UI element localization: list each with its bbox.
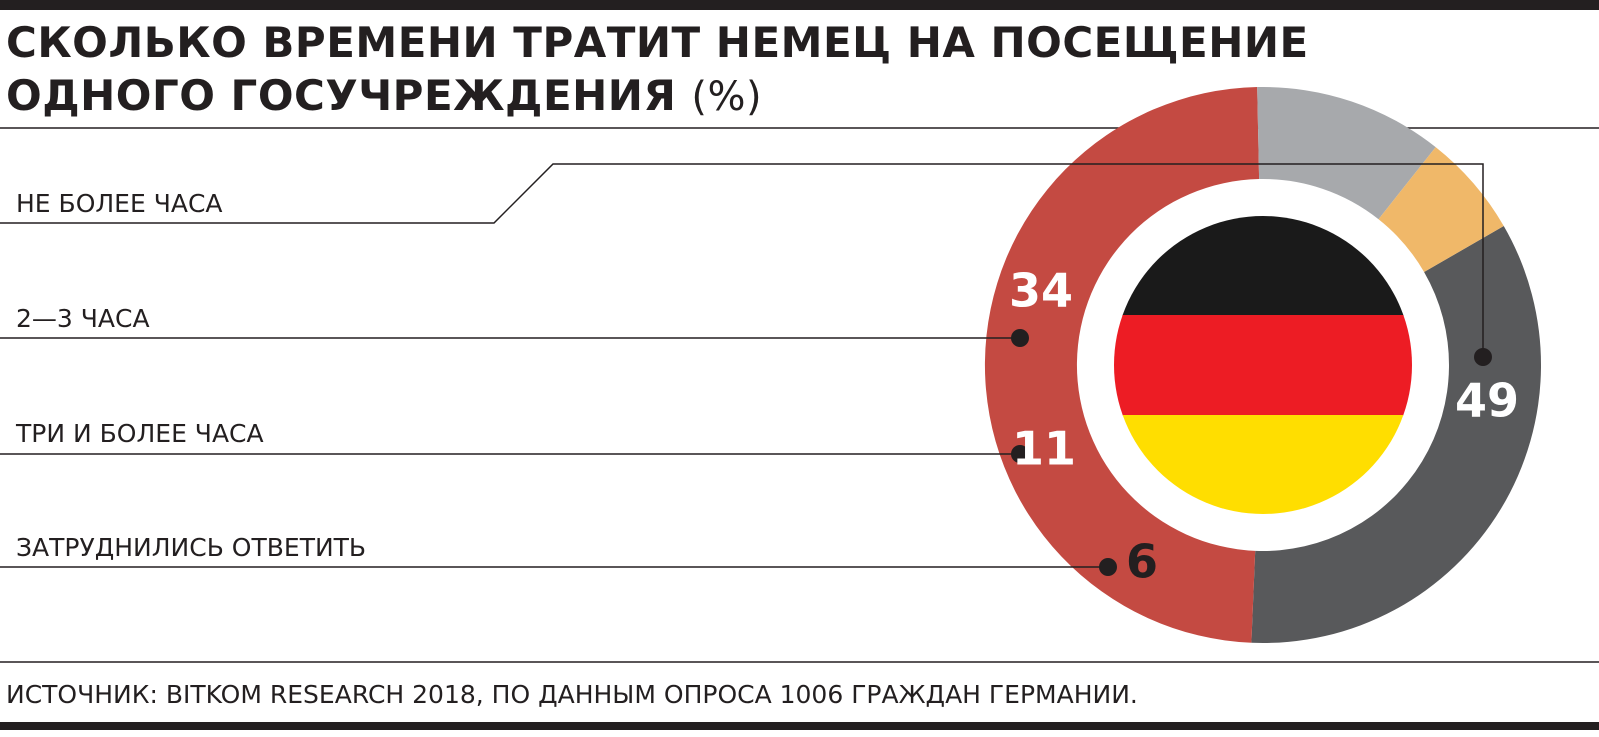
flag-gold-stripe xyxy=(1114,415,1412,514)
leader-dot-2-3-chasa xyxy=(1011,329,1029,347)
chart-title: СКОЛЬКО ВРЕМЕНИ ТРАТИТ НЕМЕЦ НА ПОСЕЩЕНИ… xyxy=(6,16,1309,124)
value-label-tri-i-bolee-chasa: 11 xyxy=(1012,422,1076,476)
germany-flag-icon xyxy=(1114,216,1412,514)
value-label-zatrudnilis-otvetit: 6 xyxy=(1126,535,1158,589)
source-note: ИСТОЧНИК: BITKOM RESEARCH 2018, ПО ДАННЫ… xyxy=(6,680,1138,709)
leader-line-ne-bolee-chasa xyxy=(0,163,1484,357)
slice-zatrudnilis-otvetit xyxy=(1378,147,1504,272)
value-label-2-3-chasa: 34 xyxy=(1009,264,1073,318)
leader-dot-tri-i-bolee-chasa xyxy=(1011,445,1029,463)
category-label-2-3-chasa: 2—3 ЧАСА xyxy=(16,304,150,333)
category-label-tri-i-bolee-chasa: ТРИ И БОЛЕЕ ЧАСА xyxy=(15,419,264,448)
title-unit: (%) xyxy=(691,74,763,120)
slice-ne-bolee-chasa xyxy=(984,87,1260,643)
category-label-ne-bolee-chasa: НЕ БОЛЕЕ ЧАСА xyxy=(16,189,223,218)
title-line-1: СКОЛЬКО ВРЕМЕНИ ТРАТИТ НЕМЕЦ НА ПОСЕЩЕНИ… xyxy=(6,18,1309,67)
bottom-rule xyxy=(0,722,1599,730)
leader-dot-ne-bolee-chasa xyxy=(1474,348,1492,366)
flag-red-stripe xyxy=(1114,315,1412,416)
top-rule xyxy=(0,0,1599,10)
category-label-zatrudnilis-otvetit: ЗАТРУДНИЛИСЬ ОТВЕТИТЬ xyxy=(16,533,366,562)
leader-dot-zatrudnilis-otvetit xyxy=(1099,558,1117,576)
slice-tri-i-bolee-chasa xyxy=(1257,86,1436,220)
flag-black-stripe xyxy=(1114,216,1412,316)
title-line-2: ОДНОГО ГОСУЧРЕЖДЕНИЯ xyxy=(6,71,677,120)
slice-2-3-chasa xyxy=(1251,226,1542,644)
value-label-ne-bolee-chasa: 49 xyxy=(1455,374,1519,428)
